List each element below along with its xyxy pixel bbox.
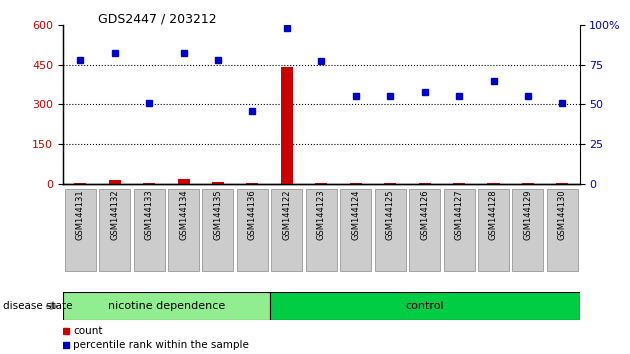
FancyBboxPatch shape bbox=[272, 189, 302, 271]
Text: disease state: disease state bbox=[3, 301, 72, 311]
Text: nicotine dependence: nicotine dependence bbox=[108, 301, 225, 311]
Text: GSM144126: GSM144126 bbox=[420, 189, 429, 240]
FancyBboxPatch shape bbox=[270, 292, 580, 320]
FancyBboxPatch shape bbox=[65, 189, 96, 271]
Bar bbox=[556, 183, 568, 184]
Bar bbox=[108, 180, 121, 184]
Bar bbox=[418, 183, 431, 184]
Text: GSM144124: GSM144124 bbox=[352, 189, 360, 240]
Bar bbox=[178, 179, 190, 184]
FancyBboxPatch shape bbox=[547, 189, 578, 271]
Text: control: control bbox=[405, 301, 444, 311]
Text: GSM144135: GSM144135 bbox=[214, 189, 222, 240]
FancyBboxPatch shape bbox=[99, 189, 130, 271]
FancyBboxPatch shape bbox=[478, 189, 509, 271]
Text: GSM144125: GSM144125 bbox=[386, 189, 394, 240]
Text: GSM144133: GSM144133 bbox=[145, 189, 154, 240]
Text: count: count bbox=[73, 326, 103, 336]
Bar bbox=[212, 182, 224, 184]
FancyBboxPatch shape bbox=[409, 189, 440, 271]
FancyBboxPatch shape bbox=[202, 189, 234, 271]
FancyBboxPatch shape bbox=[168, 189, 199, 271]
Text: GSM144129: GSM144129 bbox=[524, 189, 532, 240]
Text: GSM144122: GSM144122 bbox=[282, 189, 291, 240]
Bar bbox=[74, 183, 86, 184]
Bar bbox=[246, 183, 258, 184]
FancyBboxPatch shape bbox=[340, 189, 371, 271]
Text: GSM144123: GSM144123 bbox=[317, 189, 326, 240]
Text: percentile rank within the sample: percentile rank within the sample bbox=[73, 340, 249, 350]
Text: GSM144130: GSM144130 bbox=[558, 189, 567, 240]
FancyBboxPatch shape bbox=[63, 292, 270, 320]
Text: GSM144136: GSM144136 bbox=[248, 189, 257, 240]
FancyBboxPatch shape bbox=[512, 189, 544, 271]
Text: GSM144127: GSM144127 bbox=[455, 189, 464, 240]
FancyBboxPatch shape bbox=[375, 189, 406, 271]
Text: GSM144128: GSM144128 bbox=[489, 189, 498, 240]
Text: GSM144132: GSM144132 bbox=[110, 189, 119, 240]
Text: GSM144134: GSM144134 bbox=[179, 189, 188, 240]
Bar bbox=[488, 183, 500, 184]
Bar bbox=[522, 183, 534, 184]
FancyBboxPatch shape bbox=[237, 189, 268, 271]
Text: GDS2447 / 203212: GDS2447 / 203212 bbox=[98, 12, 217, 25]
Bar bbox=[453, 183, 465, 184]
Bar bbox=[350, 183, 362, 184]
Bar bbox=[315, 183, 328, 184]
FancyBboxPatch shape bbox=[444, 189, 474, 271]
Bar bbox=[384, 183, 396, 184]
Bar bbox=[281, 67, 293, 184]
Text: GSM144131: GSM144131 bbox=[76, 189, 84, 240]
Bar bbox=[143, 183, 155, 184]
FancyBboxPatch shape bbox=[306, 189, 337, 271]
FancyBboxPatch shape bbox=[134, 189, 164, 271]
